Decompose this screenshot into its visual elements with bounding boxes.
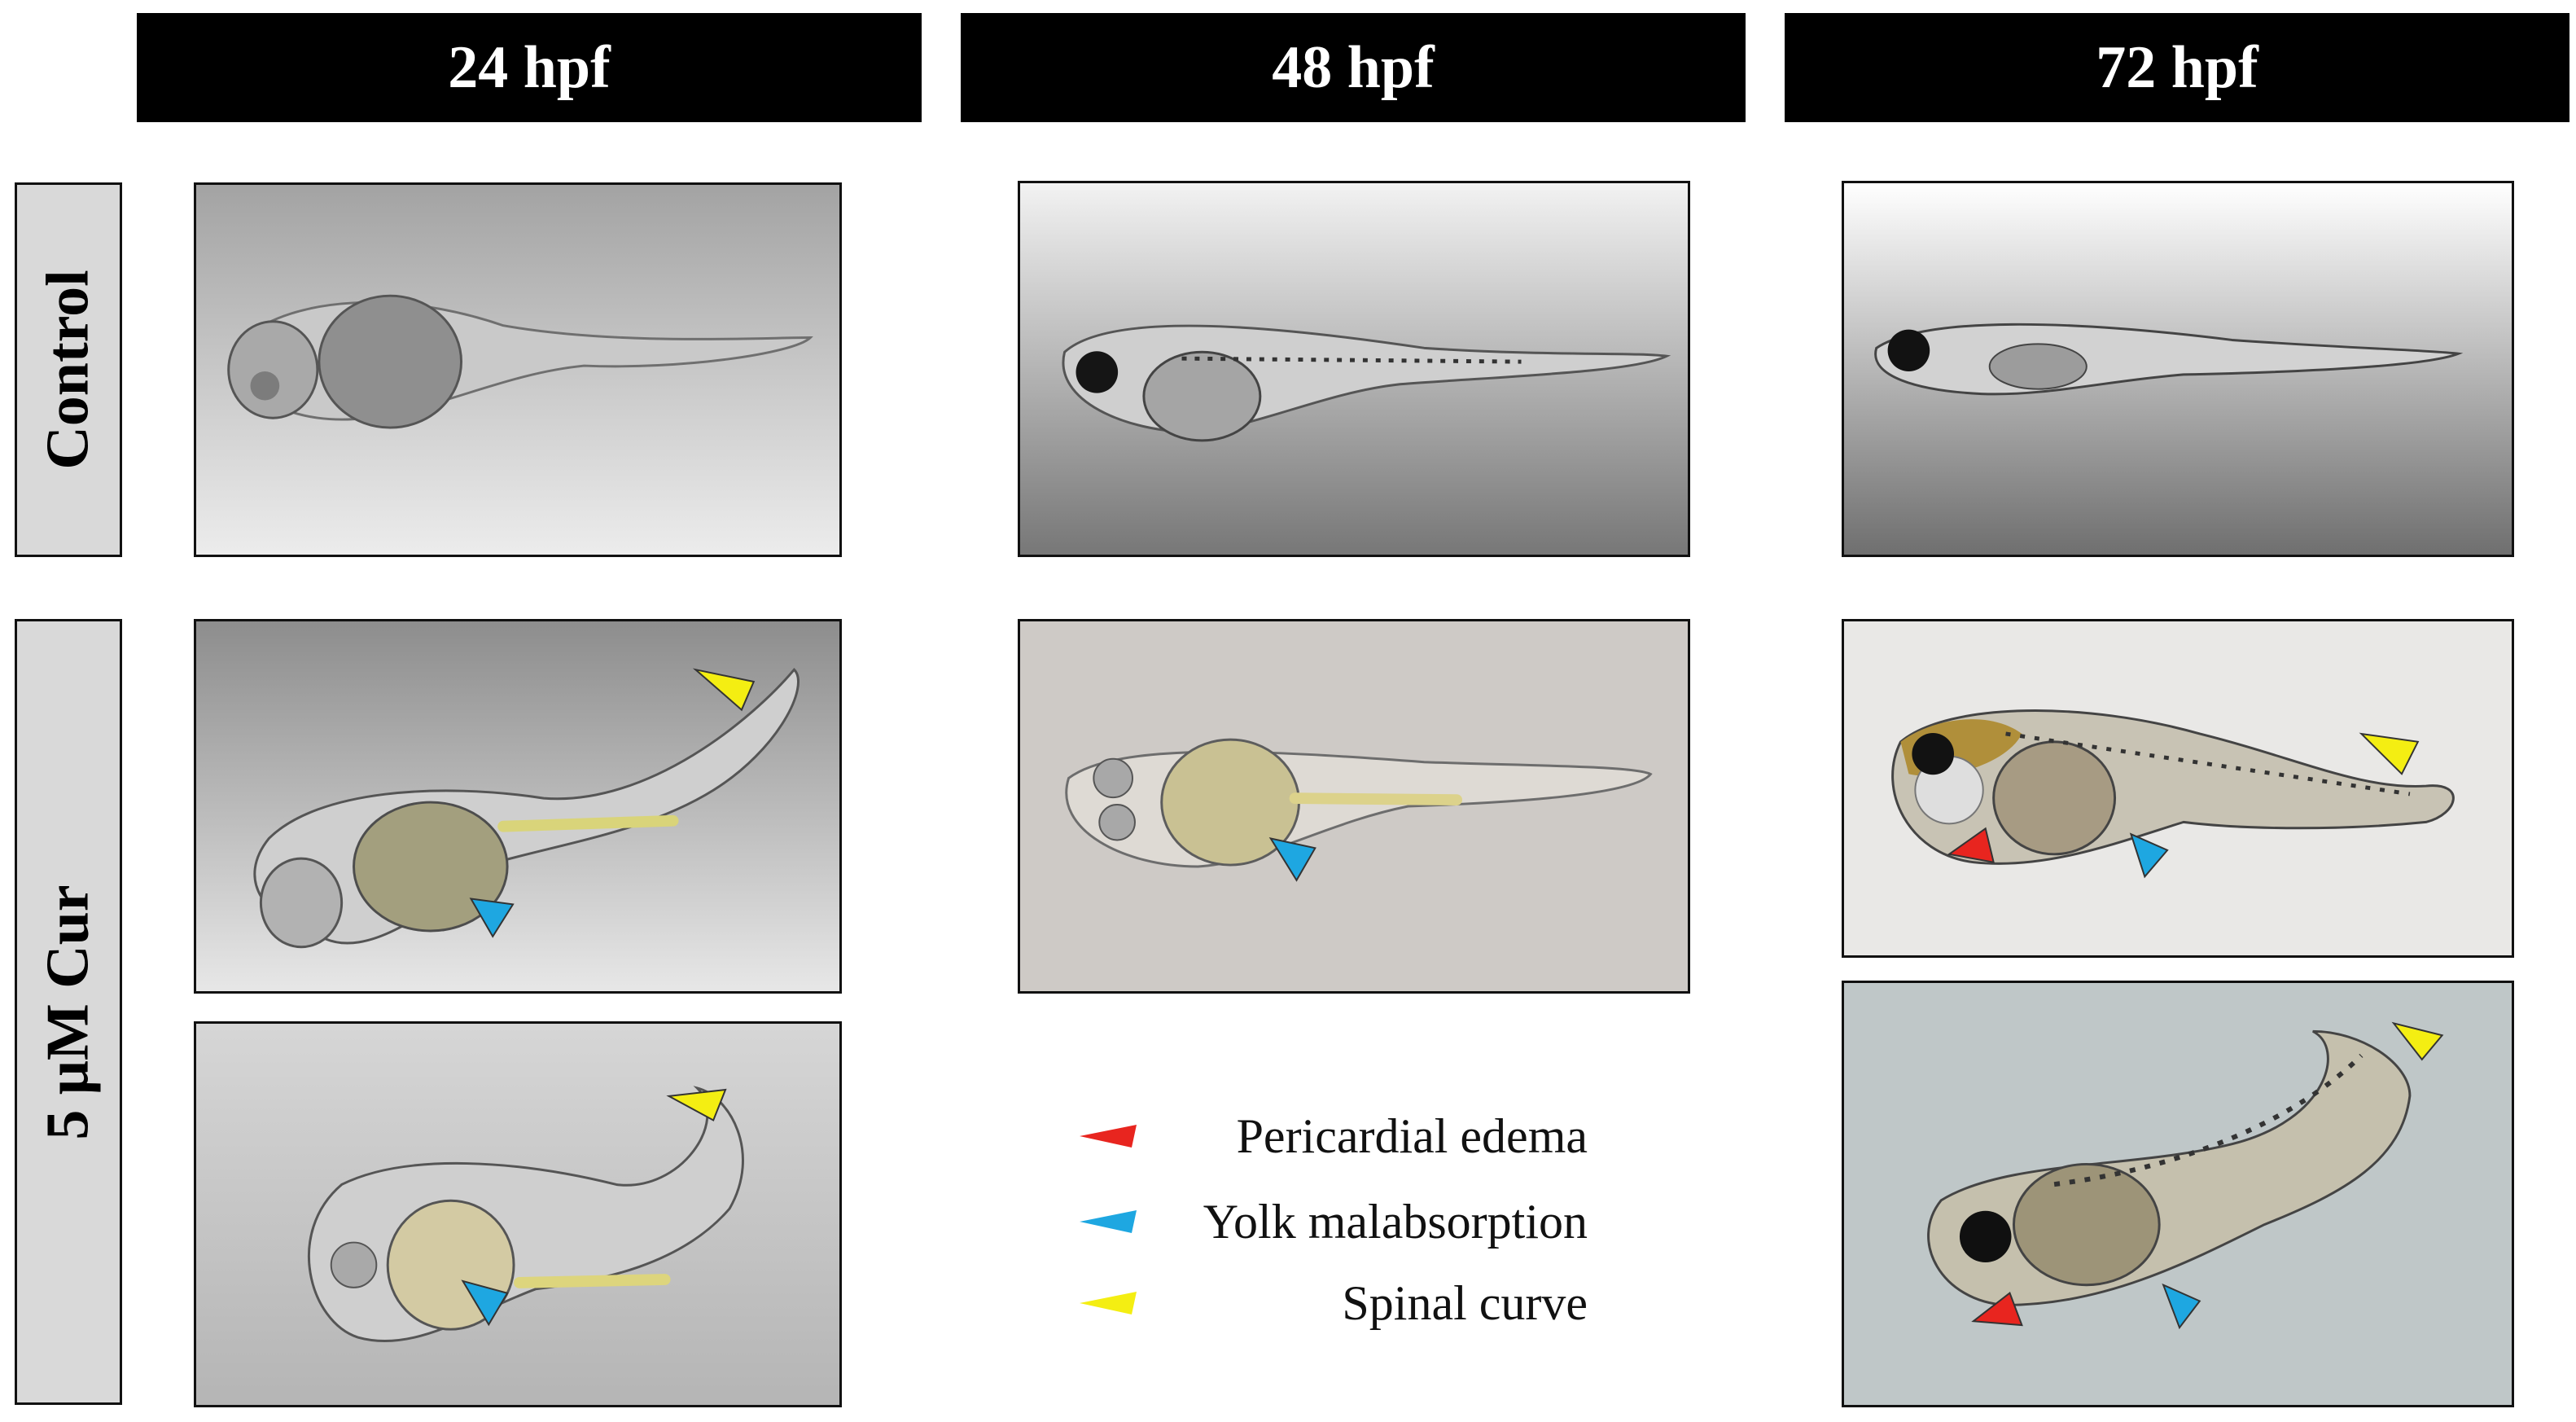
legend-label-yolk-malabsorption: Yolk malabsorption xyxy=(1203,1195,1588,1249)
micrograph-curcumin-24hpf-b xyxy=(194,1021,842,1407)
micrograph-control-48hpf xyxy=(1018,181,1690,557)
legend-label-pericardial-edema: Pericardial edema xyxy=(1236,1109,1588,1163)
micrograph-control-72hpf xyxy=(1842,181,2514,557)
row-label-curcumin: 5 μM Cur xyxy=(15,619,122,1405)
legend-item-spinal-curve: Spinal curve xyxy=(1075,1271,1588,1336)
blue-arrowhead-icon xyxy=(1080,1210,1137,1233)
micrograph-curcumin-72hpf-b xyxy=(1842,981,2514,1407)
column-header-72hpf: 72 hpf xyxy=(1785,13,2569,122)
micrograph-curcumin-24hpf-a xyxy=(194,619,842,994)
column-header-48hpf: 48 hpf xyxy=(961,13,1746,122)
yellow-arrowhead-icon xyxy=(1080,1292,1137,1314)
legend-label-spinal-curve: Spinal curve xyxy=(1342,1276,1588,1330)
row-label-curcumin-text: 5 μM Cur xyxy=(34,884,102,1140)
micrograph-curcumin-48hpf xyxy=(1018,619,1690,994)
row-label-control: Control xyxy=(15,182,122,557)
row-label-control-text: Control xyxy=(34,270,102,470)
legend-item-yolk-malabsorption: Yolk malabsorption xyxy=(1075,1189,1588,1254)
micrograph-curcumin-72hpf-a xyxy=(1842,619,2514,958)
red-arrowhead-icon xyxy=(1080,1125,1137,1148)
column-header-24hpf: 24 hpf xyxy=(137,13,922,122)
micrograph-control-24hpf xyxy=(194,182,842,557)
legend-item-pericardial-edema: Pericardial edema xyxy=(1075,1104,1588,1169)
